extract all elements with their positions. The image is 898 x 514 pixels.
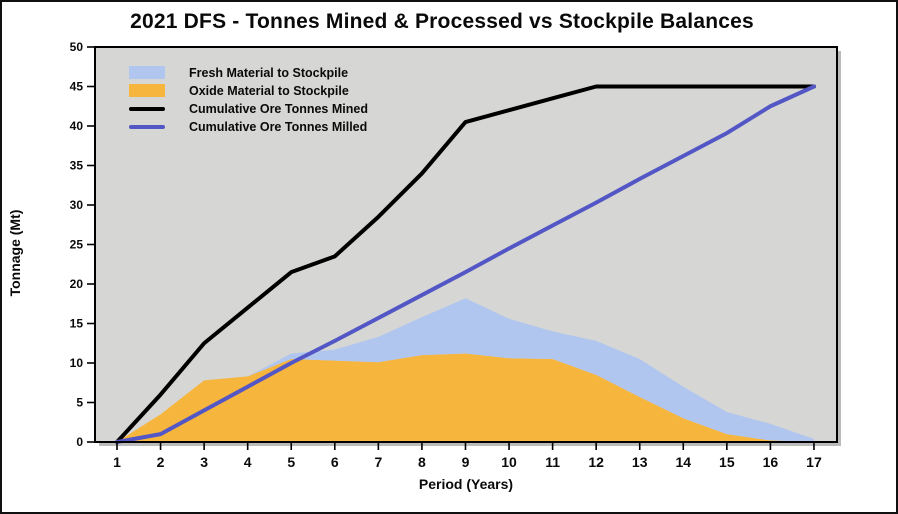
y-tick-label: 5: [76, 396, 83, 410]
y-tick-label: 40: [70, 119, 84, 133]
y-tick-label: 10: [70, 356, 84, 370]
mined-line-series: [115, 84, 816, 444]
x-axis-title: Period (Years): [418, 476, 514, 492]
milled-line-swatch-icon: [129, 124, 165, 129]
y-tick-label: 35: [70, 159, 84, 173]
x-tick-label: 13: [632, 454, 648, 470]
legend-item-milled: Cumulative Ore Tonnes Milled: [129, 119, 368, 134]
x-tick-label: 8: [418, 454, 426, 470]
oxide-area-series: [117, 353, 814, 442]
x-tick-label: 5: [287, 454, 295, 470]
y-tick-label: 30: [70, 198, 84, 212]
y-axis-title: Tonnage (Mt): [7, 209, 23, 297]
legend-label: Cumulative Ore Tonnes Milled: [189, 119, 368, 134]
milled-line-series: [115, 84, 816, 444]
x-tick-label: 1: [113, 454, 121, 470]
x-tick-label: 7: [374, 454, 382, 470]
y-tick-label: 25: [70, 238, 84, 252]
legend-item-fresh: Fresh Material to Stockpile: [129, 65, 368, 80]
chart-title: 2021 DFS - Tonnes Mined & Processed vs S…: [130, 10, 754, 33]
x-tick-label: 12: [588, 454, 604, 470]
legend-label: Oxide Material to Stockpile: [189, 83, 349, 98]
x-tick-label: 17: [806, 454, 822, 470]
x-tick-label: 15: [719, 454, 735, 470]
y-tick-label: 45: [70, 80, 84, 94]
legend-label: Cumulative Ore Tonnes Mined: [189, 101, 368, 116]
x-tick-label: 3: [200, 454, 208, 470]
y-tick-label: 50: [70, 40, 84, 54]
mined-line-swatch-icon: [129, 106, 165, 111]
x-tick-label: 2: [157, 454, 165, 470]
legend: Fresh Material to Stockpile Oxide Materi…: [129, 65, 368, 134]
y-tick-label: 15: [70, 317, 84, 331]
y-tick-label: 0: [76, 435, 83, 449]
oxide-area-swatch-icon: [129, 84, 165, 97]
x-tick-label: 10: [501, 454, 517, 470]
x-tick-label: 6: [331, 454, 339, 470]
x-tick-label: 16: [763, 454, 779, 470]
legend-item-oxide: Oxide Material to Stockpile: [129, 83, 368, 98]
x-tick-label: 14: [675, 454, 691, 470]
x-tick-label: 11: [545, 454, 560, 470]
legend-label: Fresh Material to Stockpile: [189, 65, 349, 80]
fresh-area-series: [117, 298, 814, 442]
x-tick-label: 9: [462, 454, 470, 470]
legend-item-mined: Cumulative Ore Tonnes Mined: [129, 101, 368, 116]
x-tick-label: 4: [244, 454, 252, 470]
y-tick-label: 20: [70, 277, 84, 291]
fresh-area-swatch-icon: [129, 66, 165, 79]
